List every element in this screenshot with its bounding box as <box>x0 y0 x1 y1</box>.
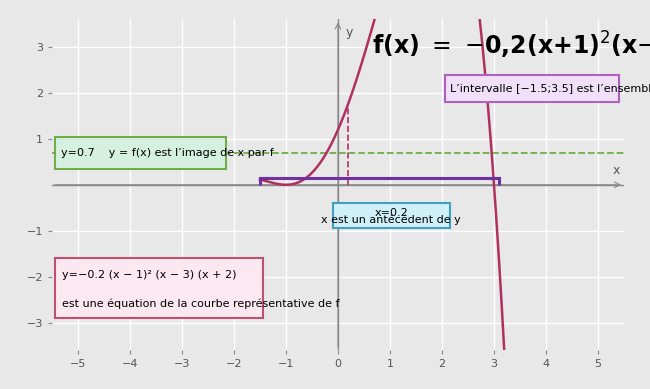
Text: y: y <box>346 26 353 39</box>
Text: x=0.2: x=0.2 <box>374 208 408 218</box>
Text: est une équation de la courbe représentative de f: est une équation de la courbe représenta… <box>62 298 340 309</box>
Text: f(x) $=$ $-$0,2(x+1)$^2$(x$-$3)(x+2): f(x) $=$ $-$0,2(x+1)$^2$(x$-$3)(x+2) <box>372 30 650 61</box>
Text: y=0.7    y = f(x) est l’image de x par f: y=0.7 y = f(x) est l’image de x par f <box>61 148 274 158</box>
Text: y=−0.2 (x − 1)² (x − 3) (x + 2): y=−0.2 (x − 1)² (x − 3) (x + 2) <box>62 270 237 280</box>
FancyBboxPatch shape <box>445 75 619 102</box>
FancyBboxPatch shape <box>55 137 226 169</box>
FancyBboxPatch shape <box>333 203 450 228</box>
FancyBboxPatch shape <box>55 258 263 318</box>
Text: x: x <box>612 163 620 177</box>
Text: L’intervalle [−1.5;3.5] est l’ensemble de définition de f: L’intervalle [−1.5;3.5] est l’ensemble d… <box>450 84 650 94</box>
Text: x est un antécédent de y: x est un antécédent de y <box>321 214 462 225</box>
